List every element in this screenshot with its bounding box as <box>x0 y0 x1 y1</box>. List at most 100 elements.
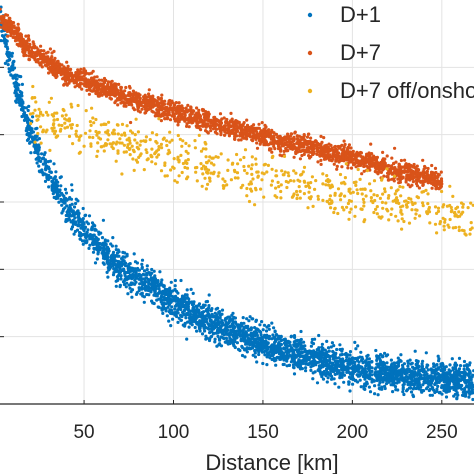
data-point <box>222 116 226 120</box>
data-point <box>309 361 313 365</box>
data-point <box>407 367 411 371</box>
data-point <box>414 372 418 376</box>
data-point <box>37 164 41 168</box>
data-point <box>377 365 382 369</box>
data-point <box>126 275 130 279</box>
data-point <box>331 361 335 365</box>
data-point <box>377 356 381 360</box>
data-point <box>153 289 157 293</box>
data-point <box>118 283 122 287</box>
data-point <box>351 377 355 382</box>
data-point <box>434 170 438 175</box>
data-point <box>41 162 46 166</box>
data-point <box>238 334 243 338</box>
data-point <box>343 352 347 356</box>
data-point <box>137 286 141 290</box>
data-point <box>231 342 235 346</box>
data-point <box>391 367 395 371</box>
data-point <box>134 276 139 280</box>
data-point <box>181 310 185 314</box>
data-point <box>380 372 385 376</box>
data-point <box>368 390 373 394</box>
data-point <box>242 321 246 325</box>
data-point <box>279 353 283 357</box>
data-point <box>7 54 11 58</box>
data-point <box>396 356 400 360</box>
data-point <box>299 341 303 345</box>
data-point <box>384 354 388 358</box>
data-point <box>260 121 264 125</box>
data-point <box>285 364 289 368</box>
data-point <box>147 293 151 297</box>
data-point <box>26 108 30 113</box>
data-point <box>254 319 258 323</box>
data-point <box>43 179 48 183</box>
data-point <box>328 372 333 376</box>
data-point <box>240 344 244 348</box>
data-point <box>192 315 196 319</box>
data-point <box>129 273 133 278</box>
data-point <box>342 364 346 368</box>
data-point <box>329 345 333 349</box>
data-point <box>104 247 108 251</box>
data-point <box>430 386 434 390</box>
data-point <box>383 369 387 373</box>
data-point <box>368 375 372 379</box>
data-point <box>109 258 113 262</box>
data-point <box>362 384 366 388</box>
data-point <box>360 358 364 362</box>
data-point <box>117 82 121 86</box>
data-point <box>444 390 448 394</box>
data-point <box>294 361 298 365</box>
data-point <box>123 255 127 259</box>
data-point <box>467 395 471 399</box>
data-point <box>157 305 161 309</box>
data-point <box>366 353 370 357</box>
data-point <box>213 337 217 341</box>
data-point <box>239 329 243 333</box>
data-point <box>187 325 191 329</box>
data-point <box>107 268 111 272</box>
data-point <box>426 368 430 372</box>
data-point <box>439 374 443 378</box>
data-point <box>170 114 174 118</box>
data-point <box>296 353 300 357</box>
data-point <box>170 305 174 309</box>
data-point <box>373 371 377 375</box>
data-point <box>102 250 107 255</box>
data-point <box>224 336 228 340</box>
data-point <box>181 305 185 309</box>
data-point <box>320 345 324 349</box>
data-point <box>64 79 68 83</box>
data-point <box>336 370 340 374</box>
data-point <box>246 336 251 340</box>
data-point <box>456 393 460 397</box>
data-point <box>426 363 430 367</box>
data-point <box>370 369 374 373</box>
data-point <box>270 321 274 325</box>
data-point <box>123 278 127 283</box>
data-point <box>28 131 32 135</box>
data-point <box>62 65 66 69</box>
data-point <box>142 300 146 304</box>
data-point <box>117 250 121 254</box>
data-point <box>251 139 255 143</box>
data-point <box>381 364 385 368</box>
data-point <box>441 378 445 382</box>
data-point <box>374 158 379 162</box>
data-point <box>20 94 24 98</box>
data-point <box>44 166 48 171</box>
data-point <box>267 345 271 349</box>
data-point <box>177 302 182 306</box>
data-point <box>321 351 325 355</box>
data-point <box>14 36 18 41</box>
data-point <box>74 201 78 206</box>
data-point <box>14 94 18 98</box>
data-point <box>159 300 163 304</box>
data-point <box>8 58 12 62</box>
data-point <box>273 340 277 345</box>
data-point <box>85 220 89 224</box>
data-point <box>467 381 471 385</box>
data-point <box>452 379 456 383</box>
data-point <box>139 274 143 278</box>
